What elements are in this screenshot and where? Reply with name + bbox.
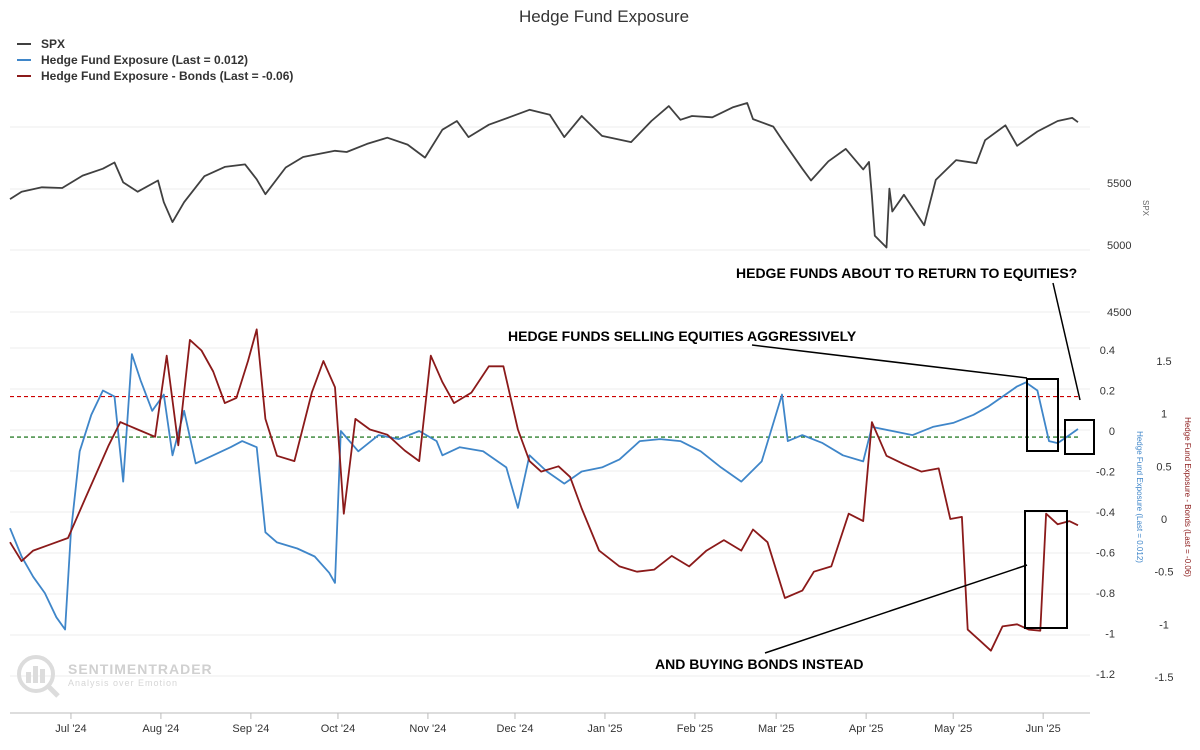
bonds-tick-label: 0: [1161, 514, 1167, 526]
ticks: Jul '24 Aug '24 Sep '24 Oct '24 Nov '24 Dec '…: [55, 178, 1173, 735]
chart-title: Hedge Fund Exposure: [519, 7, 689, 26]
x-tick-label: Jul '24: [55, 723, 86, 735]
grid: [10, 126, 1090, 677]
x-tick-label: Jan '25: [587, 723, 622, 735]
x-tick-label: Dec '24: [497, 723, 534, 735]
reference-lines: [10, 395, 1078, 438]
x-tick-label: Apr '25: [849, 723, 884, 735]
annotation-buying-pointer: [764, 564, 1028, 654]
spx-axis-title: SPX: [1141, 200, 1150, 217]
x-tick-label: Feb '25: [677, 723, 713, 735]
bonds-tick-label: -1.5: [1155, 672, 1174, 684]
bonds-tick-label: 1.5: [1156, 356, 1171, 368]
legend-item-equity[interactable]: Hedge Fund Exposure (Last = 0.012): [41, 53, 248, 67]
x-tick-label: Oct '24: [321, 723, 356, 735]
equity-tick-label: -1: [1105, 629, 1115, 641]
spx-tick-label: 4500: [1107, 307, 1131, 319]
watermark-tagline: Analysis over Emotion: [68, 678, 178, 688]
watermark-logo-icon: [17, 655, 55, 693]
equity-tick-label: -0.2: [1096, 467, 1115, 479]
watermark-logo-bar: [26, 672, 31, 683]
spx-tick-label: 5000: [1107, 240, 1131, 252]
bonds-axis-title: Hedge Fund Exposure - Bonds (Last = -0.0…: [1183, 417, 1192, 577]
annotation-selling-box: [1026, 378, 1059, 452]
equity-axis-title: Hedge Fund Exposure (Last = 0.012): [1135, 431, 1144, 563]
bonds-tick-label: 1: [1161, 409, 1167, 421]
equity-tick-label: -0.6: [1096, 548, 1115, 560]
hedge-fund-exposure-bonds-line: [9, 328, 1079, 652]
x-tick-label: May '25: [934, 723, 972, 735]
bonds-tick-label: -1: [1159, 619, 1169, 631]
watermark-logo-bar: [33, 666, 38, 683]
watermark-logo-handle: [46, 684, 60, 698]
annotation-selling-equities: HEDGE FUNDS SELLING EQUITIES AGGRESSIVEL…: [508, 328, 857, 344]
watermark-name: SENTIMENTRADER: [68, 661, 213, 677]
bonds-tick-label: -0.5: [1155, 567, 1174, 579]
watermark: SENTIMENTRADER Analysis over Emotion: [17, 655, 213, 698]
annotation-selling-pointer: [751, 344, 1028, 379]
x-tick-label: Aug '24: [142, 723, 179, 735]
legend-item-bonds[interactable]: Hedge Fund Exposure - Bonds (Last = -0.0…: [41, 69, 293, 83]
spx-tick-label: 5500: [1107, 178, 1131, 190]
annotation-buying-box: [1024, 510, 1068, 629]
annotation-return-box: [1064, 419, 1095, 455]
equity-tick-label: -0.4: [1096, 507, 1115, 519]
equity-tick-label: -0.8: [1096, 588, 1115, 600]
equity-tick-label: 0.2: [1100, 386, 1115, 398]
legend-item-spx[interactable]: SPX: [41, 37, 65, 51]
hedge-fund-exposure-line: [9, 353, 1079, 631]
equity-tick-label: 0.4: [1100, 345, 1115, 357]
annotations: HEDGE FUNDS ABOUT TO RETURN TO EQUITIES?…: [508, 265, 1095, 672]
equity-tick-label: 0: [1109, 426, 1115, 438]
x-tick-label: Mar '25: [758, 723, 794, 735]
watermark-logo-bar: [40, 669, 45, 683]
annotation-return-to-equities: HEDGE FUNDS ABOUT TO RETURN TO EQUITIES?: [736, 265, 1077, 281]
x-tick-label: Sep '24: [232, 723, 269, 735]
legend: SPX Hedge Fund Exposure (Last = 0.012) H…: [17, 37, 293, 83]
x-tick-label: Jun '25: [1026, 723, 1061, 735]
bonds-tick-label: 0.5: [1156, 461, 1171, 473]
series: [9, 102, 1079, 652]
x-tick-label: Nov '24: [409, 723, 446, 735]
annotation-return-pointer: [1052, 282, 1081, 401]
annotation-buying-bonds: AND BUYING BONDS INSTEAD: [655, 656, 863, 672]
spx-line: [9, 102, 1079, 249]
equity-tick-label: -1.2: [1096, 669, 1115, 681]
